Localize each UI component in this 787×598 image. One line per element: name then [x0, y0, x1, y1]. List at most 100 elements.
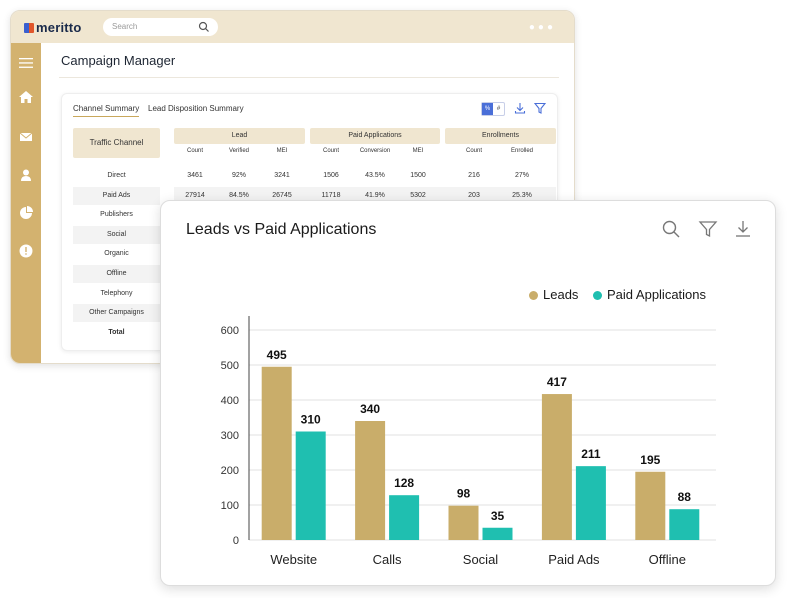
legend-leads-label: Leads — [543, 287, 579, 302]
enrollments-group-header: Enrollments — [445, 128, 556, 144]
logo: meritto — [24, 20, 81, 35]
percent-count-toggle[interactable]: % # — [481, 102, 505, 116]
table-cell: 92% — [231, 172, 246, 179]
row-label-paid-ads: Paid Ads — [73, 187, 160, 205]
mail-icon[interactable] — [18, 129, 34, 145]
bar — [295, 431, 326, 540]
table-cell: 27914 — [185, 192, 205, 199]
table-cell: 3241 — [274, 172, 290, 179]
row-label-telephony: Telephony — [100, 290, 133, 297]
home-icon[interactable] — [18, 89, 34, 105]
data-label: 340 — [360, 402, 380, 416]
data-label: 195 — [640, 453, 660, 467]
table-cell: 41.9% — [365, 192, 385, 199]
table-cell: 5302 — [410, 192, 426, 199]
pie-chart-icon[interactable] — [18, 205, 34, 221]
y-tick-label: 300 — [221, 430, 239, 442]
y-tick-label: 200 — [221, 465, 239, 477]
y-tick-label: 100 — [221, 500, 239, 512]
hamburger-menu-icon[interactable] — [18, 55, 34, 71]
table-cell: 1506 — [323, 172, 339, 179]
bar — [355, 421, 386, 540]
table-cell: 43.5% — [365, 172, 385, 179]
bar — [482, 527, 513, 540]
data-label: 128 — [394, 476, 414, 490]
row-label-social: Social — [73, 226, 160, 244]
filter-icon[interactable] — [534, 102, 546, 114]
row-label-publishers: Publishers — [100, 211, 133, 218]
bar — [448, 505, 479, 540]
x-tick-label: Website — [270, 552, 317, 567]
paid-count-header: Count — [322, 148, 339, 154]
enroll-enrolled-header: Enrolled — [510, 148, 533, 154]
window-dots-icon[interactable]: ●●● — [528, 22, 556, 33]
bar — [389, 495, 420, 540]
y-tick-label: 400 — [221, 395, 239, 407]
table-cell: 27% — [514, 172, 529, 179]
paid-conversion-header: Conversion — [359, 148, 391, 154]
paid-mei-header: MEI — [412, 148, 424, 154]
divider — [59, 77, 559, 78]
legend-paid-label: Paid Applications — [607, 287, 707, 302]
lead-verified-header: Verified — [228, 148, 249, 154]
table-cell: 203 — [468, 192, 480, 199]
data-label: 495 — [267, 348, 287, 362]
download-icon[interactable] — [733, 219, 753, 239]
bar — [261, 366, 292, 540]
percent-option[interactable]: % — [482, 103, 493, 115]
y-tick-label: 600 — [221, 325, 239, 337]
chart-title: Leads vs Paid Applications — [186, 221, 377, 238]
x-tick-label: Paid Ads — [548, 552, 600, 567]
data-label: 310 — [301, 413, 321, 427]
bar — [575, 466, 606, 540]
y-tick-label: 0 — [233, 535, 239, 547]
table-cell: 25.3% — [512, 192, 532, 199]
search-input[interactable]: Search — [103, 18, 218, 36]
search-placeholder: Search — [112, 22, 138, 31]
bar-chart: 0 100 200 300 400 500 600 495 310 Website 340 128 Ca… — [221, 316, 716, 567]
data-label: 417 — [547, 375, 567, 389]
bar — [635, 471, 666, 540]
x-tick-label: Offline — [649, 552, 686, 567]
sidebar — [11, 43, 41, 363]
bar — [541, 394, 572, 540]
traffic-channel-header: Traffic Channel — [73, 128, 160, 158]
tab-lead-disposition-summary[interactable]: Lead Disposition Summary — [148, 104, 244, 113]
search-icon[interactable] — [198, 21, 210, 33]
enroll-count-header: Count — [465, 148, 482, 154]
legend-paid-swatch — [593, 291, 602, 300]
x-tick-label: Calls — [373, 552, 402, 567]
user-icon[interactable] — [18, 167, 34, 183]
page-title: Campaign Manager — [61, 53, 176, 68]
data-label: 98 — [457, 487, 471, 501]
lead-count-header: Count — [186, 148, 203, 154]
lead-group-header: Lead — [174, 128, 305, 144]
alert-icon[interactable] — [18, 243, 34, 259]
tab-channel-summary[interactable]: Channel Summary — [73, 104, 140, 117]
table-cell: 216 — [468, 172, 480, 179]
filter-icon[interactable] — [698, 219, 718, 239]
download-icon[interactable] — [514, 102, 526, 114]
bar — [669, 509, 700, 540]
top-bar: meritto Search ●●● — [11, 11, 574, 43]
data-label: 35 — [491, 509, 505, 523]
row-label-organic: Organic — [104, 250, 129, 257]
paid-applications-group-header: Paid Applications — [310, 128, 440, 144]
row-label-offline: Offline — [73, 265, 160, 283]
legend-leads-swatch — [529, 291, 538, 300]
search-icon[interactable] — [661, 219, 681, 239]
table-cell: 84.5% — [229, 192, 249, 199]
table-cell: 1500 — [410, 172, 426, 179]
data-label: 88 — [678, 490, 692, 504]
table-cell: 26745 — [272, 192, 292, 199]
table-cell: 3461 — [187, 172, 203, 179]
leads-vs-paid-chart-card: Leads vs Paid Applications Leads Paid Ap… — [160, 200, 776, 586]
row-label-other-campaigns: Other Campaigns — [73, 304, 160, 322]
lead-mei-header: MEI — [276, 148, 288, 154]
table-cell: 11718 — [321, 192, 341, 199]
row-label-direct: Direct — [107, 172, 126, 179]
y-tick-label: 500 — [221, 360, 239, 372]
data-label: 211 — [581, 447, 601, 461]
x-tick-label: Social — [463, 552, 499, 567]
count-option[interactable]: # — [496, 106, 501, 112]
